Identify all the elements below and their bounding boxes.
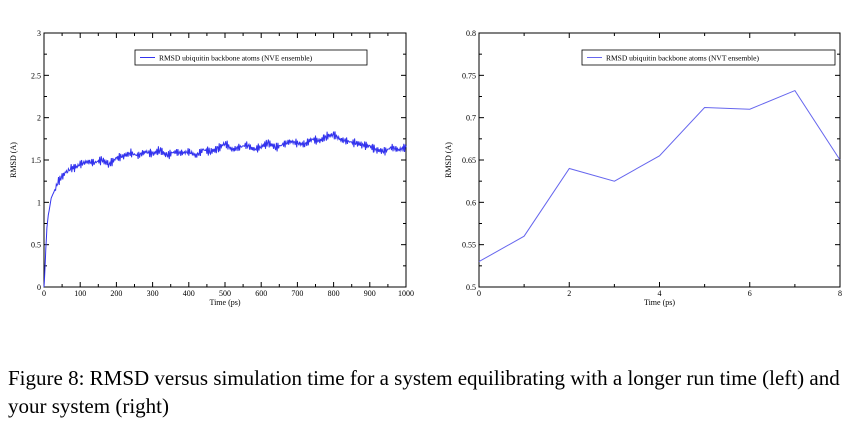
x-axis-label: Time (ps) xyxy=(209,298,240,307)
x-tick-label: 2 xyxy=(567,289,571,298)
x-tick-label: 1000 xyxy=(398,289,414,298)
x-tick-label: 4 xyxy=(658,289,662,298)
y-tick-label: 0.75 xyxy=(462,71,476,80)
chart-left-nve: 0 100 200 300 400 500 600 700 800 900 1000 0 0.5 1 1.5… xyxy=(9,29,414,307)
plot-frame xyxy=(478,32,841,288)
figure-charts: 0 100 200 300 400 500 600 700 800 900 100000.511.5… xyxy=(9,29,842,307)
y-tick-label: 0.65 xyxy=(462,156,476,165)
legend-box xyxy=(134,49,368,66)
y-tick-label: 0.7 xyxy=(466,114,476,123)
y-axis-label: RMSD (A) xyxy=(444,142,453,178)
y-tick-label: 0 xyxy=(37,283,41,292)
y-tick-label: 0.5 xyxy=(31,241,41,250)
x-tick-label: 6 xyxy=(748,289,752,298)
series-line xyxy=(43,131,407,288)
legend-box xyxy=(581,49,836,66)
x-tick-label: 700 xyxy=(291,289,303,298)
y-tick-label: 2 xyxy=(37,114,41,123)
x-tick-label: 900 xyxy=(364,289,376,298)
x-tick-label: 200 xyxy=(110,289,122,298)
chart-right-nvt: 0 2 4 6 8 0.5 0.55 0.6 0.65 0.7 0.75 0.8 Time (ps) RM… xyxy=(444,29,842,307)
x-tick-label: 600 xyxy=(255,289,267,298)
y-tick-label: 2.5 xyxy=(31,71,41,80)
y-tick-label: 1 xyxy=(37,198,41,207)
x-axis-label: Time (ps) xyxy=(644,298,675,307)
x-tick-label: 8 xyxy=(838,289,842,298)
y-axis-label: RMSD (A) xyxy=(9,142,18,178)
x-tick-label: 0 xyxy=(42,289,46,298)
figure-caption: Figure 8: RMSD versus simulation time fo… xyxy=(8,366,840,418)
x-tick-label: 800 xyxy=(328,289,340,298)
y-tick-label: 1.5 xyxy=(31,156,41,165)
x-tick-label: 100 xyxy=(74,289,86,298)
x-tick-label: 300 xyxy=(147,289,159,298)
x-tick-label: 0 xyxy=(477,289,481,298)
legend-label: RMSD ubiquitin backbone atoms (NVT ensem… xyxy=(606,54,759,63)
y-tick-label: 3 xyxy=(37,29,41,38)
legend-label: RMSD ubiquitin backbone atoms (NVE ensem… xyxy=(159,54,313,63)
series-line xyxy=(478,89,841,263)
y-tick-label: 0.8 xyxy=(466,29,476,38)
y-tick-label: 0.55 xyxy=(462,241,476,250)
x-tick-label: 500 xyxy=(219,289,231,298)
y-tick-label: 0.6 xyxy=(466,198,476,207)
x-tick-label: 400 xyxy=(183,289,195,298)
y-tick-label: 0.5 xyxy=(466,283,476,292)
